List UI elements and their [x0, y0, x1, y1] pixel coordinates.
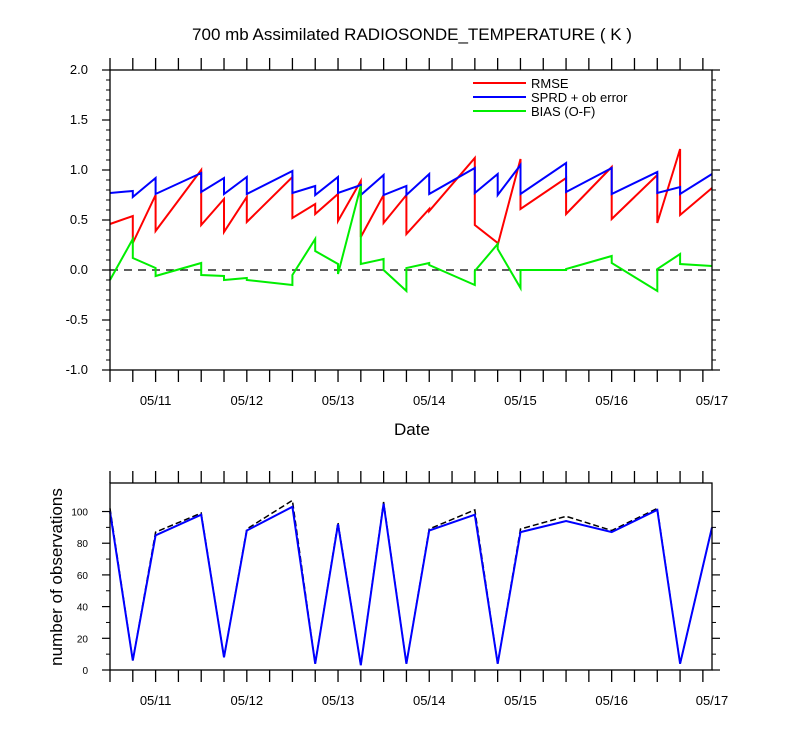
y-tick-label: 100	[71, 508, 88, 519]
x-tick-label: 05/12	[231, 393, 264, 408]
top-series	[109, 148, 713, 294]
top-x-label: Date	[394, 420, 430, 439]
x-tick-label: 05/17	[696, 693, 729, 708]
x-tick-label: 05/12	[231, 693, 264, 708]
x-tick-label: 05/15	[504, 693, 537, 708]
series-line-3	[109, 185, 713, 294]
y-tick-label: 2.0	[70, 62, 88, 77]
x-tick-label: 05/16	[595, 393, 628, 408]
bottom-plot-frame	[109, 482, 713, 671]
top-y-ticks: 2.0 1.5 1.0 0.5 0.0 -0.5 -1.0	[66, 62, 720, 377]
y-tick-label: -1.0	[66, 362, 88, 377]
x-tick-label: 05/14	[413, 393, 446, 408]
y-tick-label: -0.5	[66, 312, 88, 327]
series-line-2	[109, 161, 713, 200]
top-plot: 700 mb Assimilated RADIOSONDE_TEMPERATUR…	[66, 25, 729, 439]
y-tick-label: 0.5	[70, 212, 88, 227]
legend-label-2: SPRD + ob error	[531, 90, 628, 105]
x-tick-label: 05/13	[322, 393, 355, 408]
y-tick-label: 1.5	[70, 112, 88, 127]
series-line-2	[109, 503, 713, 666]
y-tick-label: 60	[77, 571, 89, 582]
legend-label-3: BIAS (O-F)	[531, 104, 595, 119]
legend-label-1: RMSE	[531, 76, 569, 91]
bottom-x-ticks: 05/11 05/12 05/13 05/14 05/15 05/16 05/17	[109, 471, 729, 708]
bottom-series	[109, 499, 713, 666]
x-tick-label: 05/13	[322, 693, 355, 708]
y-tick-label: 0.0	[70, 262, 88, 277]
series-line-1	[109, 148, 713, 246]
top-x-ticks: 05/11 05/12 05/13 05/14 05/15 05/16 05/17	[109, 58, 729, 408]
y-tick-label: 80	[77, 539, 89, 550]
x-tick-label: 05/14	[413, 693, 446, 708]
x-tick-label: 05/11	[140, 393, 172, 408]
bottom-y-label: number of observations	[47, 488, 66, 666]
x-tick-label: 05/16	[595, 693, 628, 708]
y-tick-label: 40	[77, 603, 89, 614]
x-tick-label: 05/15	[504, 393, 537, 408]
bottom-y-ticks: 100 80 60 40 20 0	[71, 508, 720, 677]
top-title: 700 mb Assimilated RADIOSONDE_TEMPERATUR…	[192, 25, 632, 44]
x-tick-label: 05/11	[140, 693, 172, 708]
y-tick-label: 20	[77, 634, 89, 645]
y-tick-label: 0	[82, 666, 88, 677]
x-tick-label: 05/17	[696, 393, 729, 408]
y-tick-label: 1.0	[70, 162, 88, 177]
